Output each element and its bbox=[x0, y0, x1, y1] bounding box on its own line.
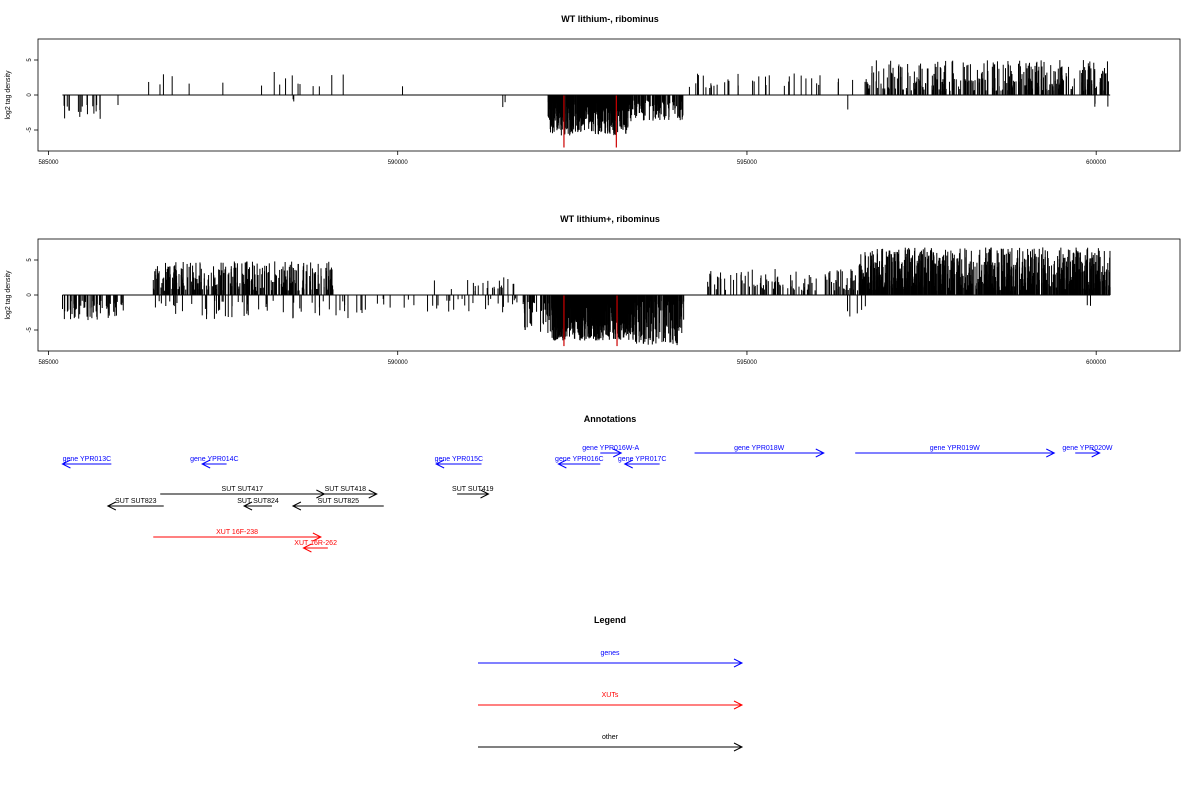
annotation-label: XUT 16R-262 bbox=[294, 540, 337, 547]
legend-arrow-head bbox=[733, 742, 744, 752]
x-tick-label: 595000 bbox=[737, 360, 758, 366]
legend-label: XUTs bbox=[602, 692, 619, 699]
annotation-label: gene YPR018W bbox=[734, 445, 784, 452]
density-bars bbox=[62, 60, 1111, 148]
annotation-label: gene YPR015C bbox=[435, 456, 484, 463]
annotation-arrowhead bbox=[623, 459, 633, 469]
legend-arrow-head bbox=[733, 658, 744, 668]
annotation-gene-ypr020w: gene YPR020W bbox=[1062, 445, 1113, 458]
annotation-label: SUT SUT417 bbox=[222, 486, 264, 493]
y-tick-label: -5 bbox=[27, 127, 33, 133]
annotation-label: SUT SUT825 bbox=[318, 498, 360, 505]
annotation-label: gene YPR019W bbox=[930, 445, 980, 452]
x-tick-label: 585000 bbox=[38, 360, 59, 366]
annotation-arrowhead bbox=[201, 459, 211, 469]
annotation-label: gene YPR016C bbox=[555, 456, 604, 463]
y-tick-label: 5 bbox=[27, 258, 33, 262]
annotation-arrowhead bbox=[302, 543, 312, 553]
annotation-gene-ypr019w: gene YPR019W bbox=[855, 445, 1056, 458]
annotation-arrowhead bbox=[1091, 448, 1101, 458]
annotation-arrowhead bbox=[815, 448, 825, 458]
annotation-arrowhead bbox=[612, 448, 623, 458]
legend-item-genes: genes bbox=[478, 650, 744, 668]
annotation-label: gene YPR016W-A bbox=[582, 445, 639, 452]
legend-title: Legend bbox=[594, 615, 626, 625]
annotation-label: gene YPR020W bbox=[1062, 445, 1112, 452]
annotations-track: Annotations gene YPR013C gene YPR014C gene… bbox=[61, 414, 1113, 553]
annotation-arrowhead bbox=[368, 489, 378, 499]
axis-ticks: 585000 590000 595000 600000 -5 0 5 bbox=[27, 258, 1107, 366]
annotation-arrowhead bbox=[242, 501, 253, 511]
annotation-gene-ypr015c: gene YPR015C bbox=[435, 456, 484, 469]
annotation-sut-sut824: SUT SUT824 bbox=[237, 498, 279, 511]
x-tick-label: 595000 bbox=[737, 160, 758, 166]
y-axis-label: log2 tag density bbox=[5, 270, 12, 320]
annotation-label: SUT SUT419 bbox=[452, 486, 494, 493]
annotation-sut-sut419: SUT SUT419 bbox=[452, 486, 494, 499]
annotation-arrowhead bbox=[435, 459, 445, 469]
annotation-gene-ypr016w-a: gene YPR016W-A bbox=[582, 445, 640, 458]
annotation-label: gene YPR013C bbox=[63, 456, 112, 463]
x-tick-label: 600000 bbox=[1086, 360, 1107, 366]
annotation-label: SUT SUT824 bbox=[237, 498, 279, 505]
x-tick-label: 585000 bbox=[38, 160, 59, 166]
y-axis-label: log2 tag density bbox=[5, 70, 12, 120]
annotation-label: SUT SUT418 bbox=[325, 486, 367, 493]
panel-title: WT lithium+, ribominus bbox=[560, 214, 660, 224]
annotation-sut-sut417: SUT SUT417 bbox=[160, 486, 326, 499]
annotation-sut-sut825: SUT SUT825 bbox=[291, 498, 384, 511]
legend-label: other bbox=[602, 734, 619, 741]
y-tick-label: -5 bbox=[27, 327, 33, 333]
annotation-gene-ypr013c: gene YPR013C bbox=[61, 456, 112, 469]
annotation-arrowhead bbox=[1046, 448, 1056, 458]
annotation-gene-ypr016c: gene YPR016C bbox=[555, 456, 604, 469]
annotation-gene-ypr014c: gene YPR014C bbox=[190, 456, 239, 469]
density-bars bbox=[61, 247, 1111, 347]
density-panel-lithium-minus: WT lithium-, ribominus log2 tag density … bbox=[5, 14, 1181, 166]
legend: Legend genes XUTs other bbox=[478, 615, 744, 752]
y-tick-label: 0 bbox=[27, 293, 33, 297]
legend-arrow-head bbox=[733, 700, 744, 710]
x-tick-label: 600000 bbox=[1086, 160, 1107, 166]
legend-item-xuts: XUTs bbox=[478, 692, 744, 710]
annotation-label: XUT 16F-238 bbox=[216, 529, 258, 536]
annotations-title: Annotations bbox=[584, 414, 637, 424]
annotation-gene-ypr018w: gene YPR018W bbox=[694, 445, 825, 458]
annotation-sut-sut418: SUT SUT418 bbox=[313, 486, 378, 499]
annotation-gene-ypr017c: gene YPR017C bbox=[618, 456, 667, 469]
annotation-arrowhead bbox=[557, 459, 567, 469]
annotation-arrowhead bbox=[312, 532, 322, 542]
annotation-arrowhead bbox=[291, 501, 302, 511]
annotation-arrowhead bbox=[480, 489, 490, 499]
x-tick-label: 590000 bbox=[388, 360, 409, 366]
x-tick-label: 590000 bbox=[388, 160, 409, 166]
legend-label: genes bbox=[600, 650, 620, 657]
annotation-label: gene YPR017C bbox=[618, 456, 667, 463]
annotation-arrowhead bbox=[106, 501, 117, 511]
panel-title: WT lithium-, ribominus bbox=[561, 14, 659, 24]
y-tick-label: 5 bbox=[27, 58, 33, 62]
annotation-label: SUT SUT823 bbox=[115, 498, 157, 505]
annotation-label: gene YPR014C bbox=[190, 456, 239, 463]
density-panel-lithium-plus: WT lithium+, ribominus log2 tag density … bbox=[5, 214, 1181, 366]
annotation-xut-16r-262: XUT 16R-262 bbox=[294, 540, 337, 553]
annotation-arrowhead bbox=[61, 459, 71, 469]
annotation-sut-sut823: SUT SUT823 bbox=[106, 498, 164, 511]
legend-item-other: other bbox=[478, 734, 744, 752]
y-tick-label: 0 bbox=[27, 93, 33, 97]
axis-ticks: 585000 590000 595000 600000 -5 0 5 bbox=[27, 58, 1107, 166]
annotation-xut-16f-238: XUT 16F-238 bbox=[153, 529, 322, 542]
